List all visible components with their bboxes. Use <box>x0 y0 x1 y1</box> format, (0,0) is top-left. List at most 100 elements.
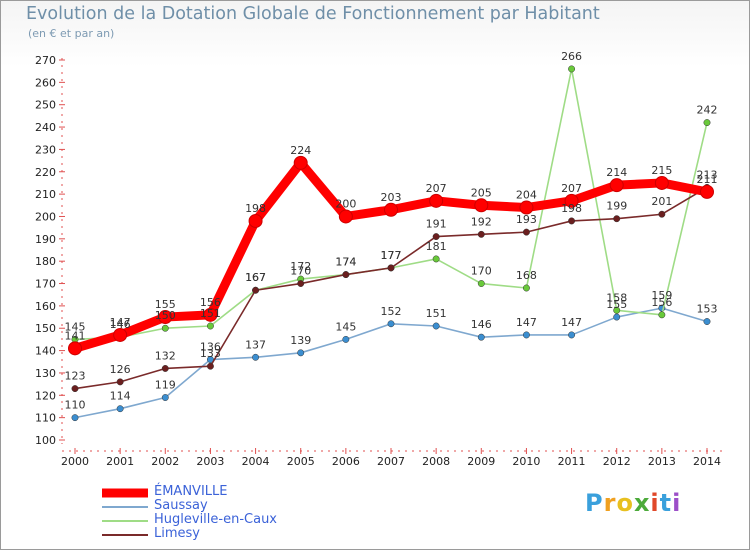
chart-title: Evolution de la Dotation Globale de Fonc… <box>26 4 600 24</box>
data-label: 207 <box>561 182 582 195</box>
data-label: 155 <box>155 298 176 311</box>
y-tick-label: 240 <box>35 121 56 134</box>
data-label: 146 <box>471 318 492 331</box>
logo-letter: P <box>585 489 604 517</box>
data-point <box>654 175 669 190</box>
y-tick-label: 180 <box>35 255 56 268</box>
data-point <box>252 286 260 294</box>
legend-label: Hugleville-en-Caux <box>154 512 277 527</box>
legend-swatch <box>102 534 148 536</box>
data-label: 224 <box>290 144 311 157</box>
logo-letter: i <box>672 489 682 517</box>
y-tick-label: 140 <box>35 345 56 358</box>
data-label: 145 <box>65 320 86 333</box>
data-point <box>342 271 350 279</box>
data-point <box>474 198 489 213</box>
logo-letter: r <box>603 489 617 517</box>
legend-label: ÉMANVILLE <box>154 484 228 499</box>
data-point <box>161 394 169 401</box>
data-label: 156 <box>651 296 672 309</box>
legend-swatch <box>102 488 148 498</box>
x-tick-label: 2010 <box>512 455 540 468</box>
data-point <box>429 193 444 208</box>
x-tick-label: 2009 <box>467 455 495 468</box>
data-point <box>68 341 82 356</box>
data-point <box>613 313 621 321</box>
data-label: 167 <box>245 271 266 284</box>
data-label: 211 <box>697 173 718 186</box>
data-point <box>564 193 579 208</box>
data-point <box>71 385 79 393</box>
x-tick-label: 2005 <box>287 455 315 468</box>
data-point <box>613 306 621 314</box>
chart-axes: 100 110 120 130 140 150 160 170 180 190 200 210 220 2… <box>35 54 724 468</box>
data-point <box>432 233 440 241</box>
logo-letter: i <box>650 489 660 517</box>
data-point <box>206 322 214 330</box>
data-label: 158 <box>606 291 627 304</box>
data-point <box>293 155 308 170</box>
data-point <box>338 209 353 224</box>
y-tick-label: 170 <box>35 278 56 291</box>
data-point <box>387 264 395 272</box>
y-tick-label: 120 <box>35 389 56 402</box>
data-label: 174 <box>335 256 356 269</box>
data-point <box>658 210 666 218</box>
data-point <box>477 280 485 287</box>
y-tick-label: 130 <box>35 367 56 380</box>
data-label: 151 <box>426 307 447 320</box>
x-tick-label: 2004 <box>242 455 270 468</box>
x-tick-label: 2008 <box>422 455 450 468</box>
data-point <box>522 228 530 236</box>
data-label: 170 <box>290 265 311 278</box>
data-label: 198 <box>245 202 266 215</box>
data-label: 198 <box>561 202 582 215</box>
data-label: 151 <box>200 307 221 320</box>
y-tick-label: 250 <box>35 99 56 112</box>
y-tick-label: 230 <box>35 143 56 156</box>
legend-swatch <box>102 506 148 508</box>
data-point <box>568 65 576 73</box>
data-point <box>203 307 218 322</box>
data-label: 114 <box>110 390 131 403</box>
data-point <box>609 178 624 193</box>
data-point <box>477 333 485 341</box>
data-point <box>248 213 263 228</box>
data-label: 170 <box>471 265 492 278</box>
data-point <box>658 311 666 319</box>
data-label: 150 <box>155 309 176 322</box>
data-label: 119 <box>155 379 176 392</box>
data-point <box>387 320 395 328</box>
logo-letter: t <box>659 489 673 517</box>
data-label: 137 <box>245 338 266 351</box>
data-point <box>342 335 350 343</box>
data-label: 141 <box>65 329 86 342</box>
data-label: 133 <box>200 347 221 360</box>
data-label: 136 <box>200 341 221 354</box>
data-point <box>613 215 621 223</box>
data-label: 215 <box>651 164 672 177</box>
x-tick-label: 2002 <box>151 455 179 468</box>
y-tick-label: 190 <box>35 233 56 246</box>
data-point <box>568 331 576 339</box>
data-label: 139 <box>290 334 311 347</box>
data-label: 155 <box>606 298 627 311</box>
y-tick-label: 150 <box>35 322 56 335</box>
data-label: 110 <box>65 399 86 412</box>
data-label: 172 <box>290 260 311 273</box>
data-label: 213 <box>697 168 718 181</box>
data-label: 266 <box>561 50 582 63</box>
data-point <box>297 349 305 357</box>
data-label: 192 <box>471 215 492 228</box>
x-tick-label: 2011 <box>558 455 586 468</box>
y-tick-label: 110 <box>35 412 56 425</box>
logo-letter: x <box>633 489 651 517</box>
data-label: 207 <box>426 182 447 195</box>
chart-subtitle: (en € et par an) <box>28 27 115 40</box>
data-point <box>522 331 530 339</box>
data-point <box>519 200 534 215</box>
data-label: 132 <box>155 349 176 362</box>
data-label: 200 <box>335 197 356 210</box>
legend-label: Saussay <box>154 498 208 513</box>
